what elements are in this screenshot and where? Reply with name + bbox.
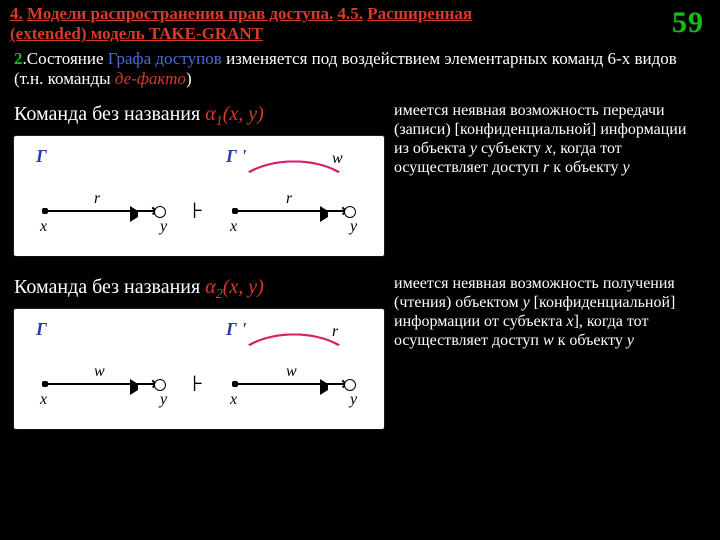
- heading-num2: 4.5.: [338, 4, 364, 23]
- graph-panel: Г Г ' ⊦ r x y r x y w: [14, 136, 384, 256]
- description: имеется неявная возможность получения (ч…: [390, 274, 700, 429]
- intro-p1: .Состояние: [23, 49, 108, 68]
- command-title: Команда без названия α2(x, y): [14, 276, 390, 303]
- intro-p2: Графа доступов: [108, 49, 222, 68]
- command-row-1: Команда без названия α1(x, y) Г Г ' ⊦ r x…: [0, 101, 720, 256]
- intro-p5: ): [186, 69, 192, 88]
- edge-left: [46, 383, 156, 385]
- edge-left: [46, 210, 156, 212]
- graph-panel: Г Г ' ⊦ w x y w x y r: [14, 309, 384, 429]
- edge-left-label: w: [94, 363, 105, 381]
- heading: 4. Модели распространения прав доступа. …: [0, 0, 720, 47]
- intro-num: 2: [14, 49, 23, 68]
- node-y-right: y: [350, 391, 357, 409]
- node-y-left: y: [160, 391, 167, 409]
- arc-label: r: [332, 323, 338, 341]
- node-x-right: x: [230, 218, 237, 236]
- gamma-label: Г: [36, 319, 47, 340]
- slide-number: 59: [672, 6, 704, 40]
- edge-left-label: r: [94, 190, 100, 208]
- description: имеется неявная возможность передачи (за…: [390, 101, 700, 256]
- gamma-prime-label: Г ': [226, 319, 246, 340]
- command-title: Команда без названия α1(x, y): [14, 103, 390, 130]
- gamma-prime-label: Г ': [226, 146, 246, 167]
- gamma-label: Г: [36, 146, 47, 167]
- intro-p4: де-факто: [115, 69, 186, 88]
- heading-num1: 4.: [10, 4, 23, 23]
- node-x-right: x: [230, 391, 237, 409]
- node-x-left: x: [40, 218, 47, 236]
- turnstile-icon: ⊦: [192, 198, 203, 224]
- node-y-left: y: [160, 218, 167, 236]
- command-row-2: Команда без названия α2(x, y) Г Г ' ⊦ w x…: [0, 274, 720, 429]
- heading-text1: Модели распространения прав доступа.: [27, 4, 333, 23]
- arc-label: w: [332, 150, 343, 168]
- arc-edge: [232, 160, 356, 227]
- node-y-right: y: [350, 218, 357, 236]
- turnstile-icon: ⊦: [192, 371, 203, 397]
- heading-tail: Расширенная: [367, 4, 472, 23]
- intro-line: 2.Состояние Графа доступов изменяется по…: [0, 47, 720, 97]
- arc-edge: [232, 333, 356, 400]
- node-x-left: x: [40, 391, 47, 409]
- heading-line2: (extended) модель TAKE-GRANT: [10, 24, 263, 43]
